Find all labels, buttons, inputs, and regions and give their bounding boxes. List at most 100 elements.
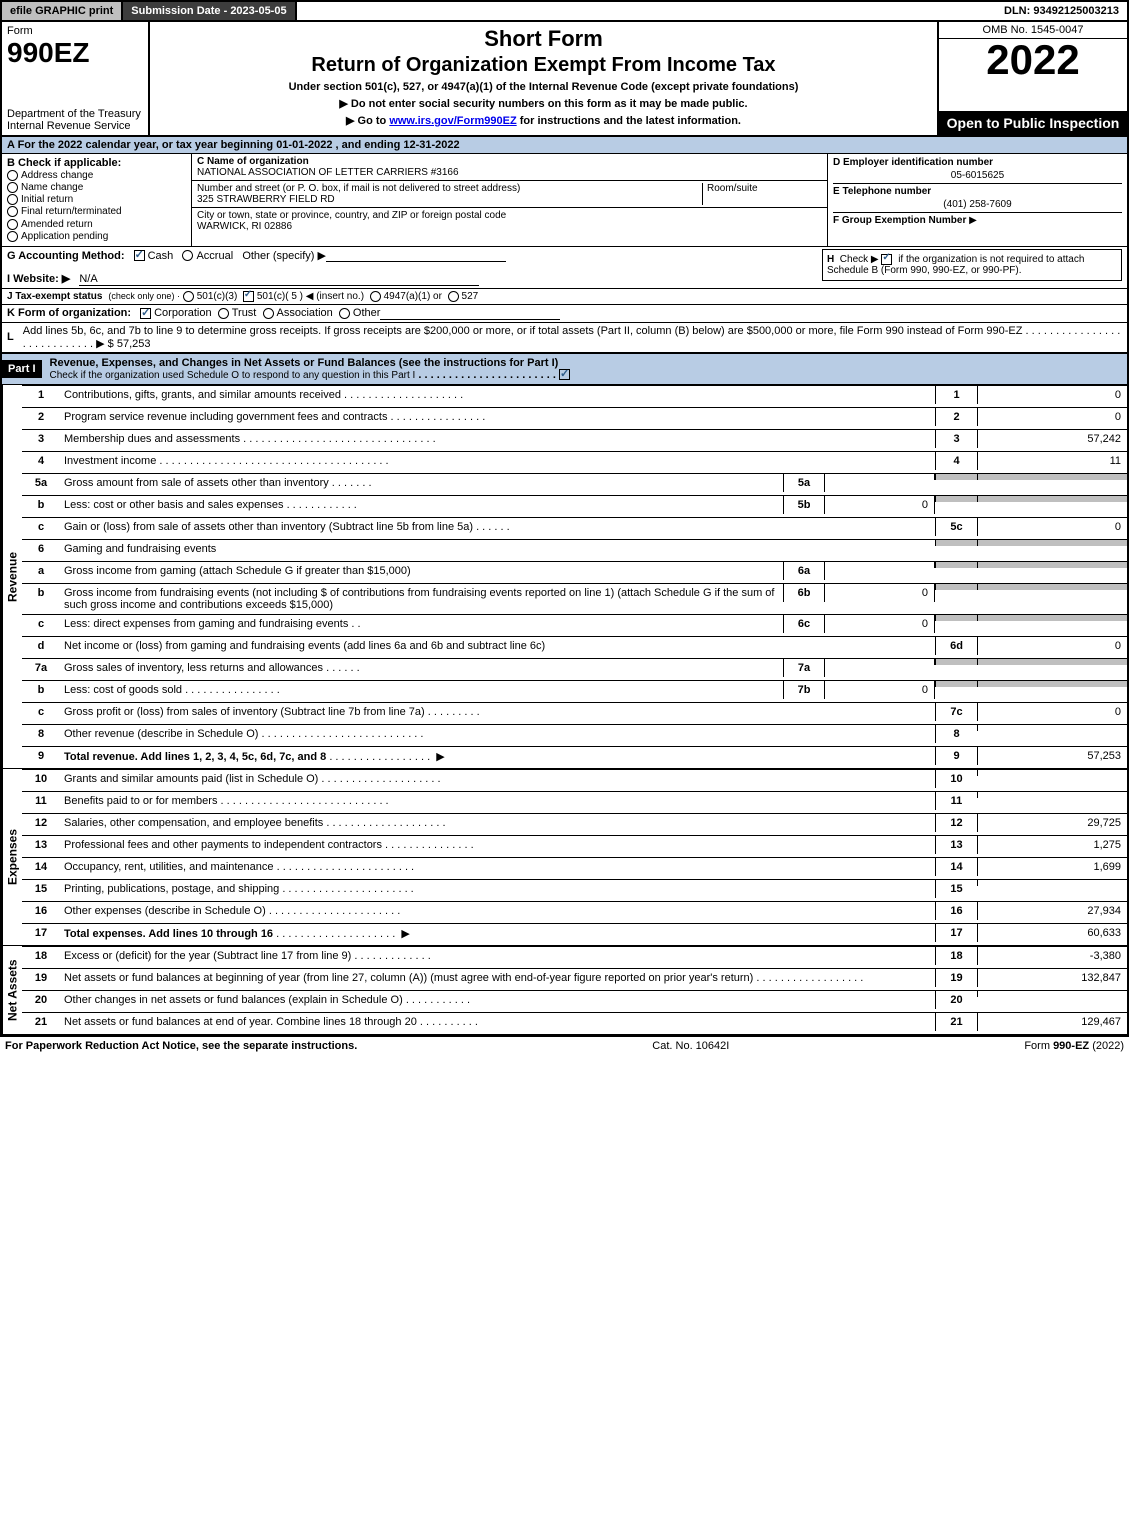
cb-final[interactable]: Final return/terminated [7,206,186,217]
line-15: 15Printing, publications, postage, and s… [22,879,1127,901]
section-c: C Name of organization NATIONAL ASSOCIAT… [192,154,827,246]
line-2: 2Program service revenue including gover… [22,407,1127,429]
revenue-section: Revenue 1Contributions, gifts, grants, a… [2,384,1127,768]
cb-initial[interactable]: Initial return [7,194,186,205]
o2: 501(c)( 5 ) ◀ (insert no.) [257,291,364,302]
submission-date-button[interactable]: Submission Date - 2023-05-05 [123,2,296,20]
line-6: 6Gaming and fundraising events [22,539,1127,561]
cb-part1[interactable] [559,369,570,380]
b-title: B Check if applicable: [7,157,121,169]
row-a: A For the 2022 calendar year, or tax yea… [2,135,1127,153]
o3: 4947(a)(1) or [384,291,442,302]
block-bcdef: B Check if applicable: Address change Na… [2,153,1127,246]
line-17: 17Total expenses. Add lines 10 through 1… [22,923,1127,945]
k4: Other [353,307,381,319]
rd-other[interactable] [339,308,350,319]
k-lab: K Form of organization: [7,307,131,319]
f-lab: F Group Exemption Number [833,215,966,226]
rd-4947[interactable] [370,291,381,302]
netassets-section: Net Assets 18Excess or (deficit) for the… [2,945,1127,1034]
header-right: OMB No. 1545-0047 2022 Open to Public In… [937,22,1127,135]
row-j: J Tax-exempt status (check only one) · 5… [2,288,1127,304]
cb-501c[interactable] [243,291,254,302]
org-name: NATIONAL ASSOCIATION OF LETTER CARRIERS … [197,167,459,178]
line-1: 1Contributions, gifts, grants, and simil… [22,385,1127,407]
header-left: Form 990EZ Department of the Treasury In… [2,22,150,135]
cb-h[interactable] [881,254,892,265]
cb-cash[interactable] [134,250,145,261]
d-lab: D Employer identification number [833,157,993,168]
form-label: Form [7,25,143,37]
subtitle-1: Under section 501(c), 527, or 4947(a)(1)… [156,81,931,93]
phone: (401) 258-7609 [833,197,1122,212]
f-arrow: ▶ [969,215,977,226]
e-lab: E Telephone number [833,186,931,197]
c-name-row: C Name of organization NATIONAL ASSOCIAT… [192,154,827,181]
website-val: N/A [79,273,479,286]
part1-header: Part I Revenue, Expenses, and Changes in… [2,352,1127,384]
other-input[interactable] [326,249,506,262]
line-5c: cGain or (loss) from sale of assets othe… [22,517,1127,539]
revenue-vlabel: Revenue [2,385,22,768]
subtitle-3: ▶ Go to www.irs.gov/Form990EZ for instru… [156,114,931,127]
top-bar: efile GRAPHIC print Submission Date - 20… [0,0,1129,22]
c-street-row: Number and street (or P. O. box, if mail… [192,181,827,208]
room-lab: Room/suite [707,183,758,194]
dln-label: DLN: 93492125003213 [996,2,1127,20]
o4: 527 [462,291,479,302]
spacer [297,2,996,20]
open-inspection-label: Open to Public Inspection [939,111,1127,135]
cb-accrual[interactable] [182,250,193,261]
j-lab: J Tax-exempt status [7,291,102,302]
year-label: 2022 [939,39,1127,81]
cb-address[interactable]: Address change [7,170,186,181]
line-10: 10Grants and similar amounts paid (list … [22,769,1127,791]
line-12: 12Salaries, other compensation, and empl… [22,813,1127,835]
dept-label: Department of the Treasury Internal Reve… [7,108,143,132]
c-street-lab: Number and street (or P. O. box, if mail… [197,183,520,194]
k1: Corporation [154,307,211,319]
irs-link[interactable]: www.irs.gov/Form990EZ [389,115,516,127]
k-other-input[interactable] [380,307,560,320]
g-lab: G Accounting Method: [7,250,125,262]
k3: Association [277,307,333,319]
form-code: 990EZ [7,37,143,69]
rd-527[interactable] [448,291,459,302]
foot-left: For Paperwork Reduction Act Notice, see … [5,1040,357,1052]
i-lab: I Website: ▶ [7,273,70,285]
h-lab: H [827,254,834,265]
rd-assoc[interactable] [263,308,274,319]
other-lab: Other (specify) ▶ [242,250,326,262]
line-19: 19Net assets or fund balances at beginni… [22,968,1127,990]
line-6b: bGross income from fundraising events (n… [22,583,1127,614]
return-title: Return of Organization Exempt From Incom… [156,54,931,77]
line-5a: 5aGross amount from sale of assets other… [22,473,1127,495]
expenses-vlabel: Expenses [2,769,22,945]
line-7c: cGross profit or (loss) from sales of in… [22,702,1127,724]
line-8: 8Other revenue (describe in Schedule O) … [22,724,1127,746]
rd-trust[interactable] [218,308,229,319]
cb-pending[interactable]: Application pending [7,231,186,242]
o1: 501(c)(3) [197,291,238,302]
line-7a: 7aGross sales of inventory, less returns… [22,658,1127,680]
line-6c: cLess: direct expenses from gaming and f… [22,614,1127,636]
line-6a: aGross income from gaming (attach Schedu… [22,561,1127,583]
org-street: 325 STRAWBERRY FIELD RD [197,194,335,205]
l-lab: L [7,331,14,343]
efile-print-button[interactable]: efile GRAPHIC print [2,2,123,20]
header-center: Short Form Return of Organization Exempt… [150,22,937,135]
section-b: B Check if applicable: Address change Na… [2,154,192,246]
cash-lab: Cash [148,250,174,262]
c-name-lab: C Name of organization [197,156,309,167]
cb-name[interactable]: Name change [7,182,186,193]
rd-501c3[interactable] [183,291,194,302]
h-txt: Check ▶ [840,254,879,265]
part1-chk: Check if the organization used Schedule … [50,370,416,381]
ein: 05-6015625 [833,168,1122,183]
cb-amended[interactable]: Amended return [7,219,186,230]
row-l: L Add lines 5b, 6c, and 7b to line 9 to … [2,322,1127,352]
cb-corp[interactable] [140,308,151,319]
k2: Trust [232,307,257,319]
form-header: Form 990EZ Department of the Treasury In… [2,22,1127,135]
accrual-lab: Accrual [196,250,233,262]
